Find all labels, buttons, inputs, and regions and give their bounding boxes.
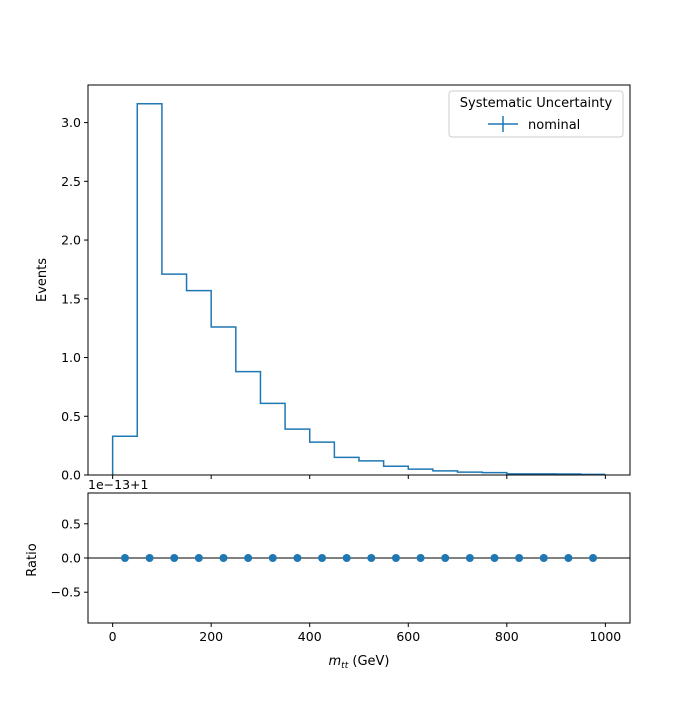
main-x-ticks [112,475,606,479]
ratio-point [318,554,327,562]
ratio-point [219,554,228,562]
ratio-offset-text: 1e−13+1 [88,477,148,492]
legend-title: Systematic Uncertainty [460,96,613,111]
histogram-bin [113,436,138,475]
histogram-bin [408,469,433,475]
main-plot-area [111,103,606,476]
ratio-point [416,554,425,562]
ratio-plot-area [88,554,630,562]
ratio-panel: 0.5 0.0 −0.5 0 200 400 600 800 1000 1e−13+1 Rat… [25,477,631,671]
ratio-x-ticks: 0 200 400 600 800 1000 [109,623,621,644]
ratio-axes-frame [87,492,631,624]
ratio-point [515,554,524,562]
ratio-point [589,554,598,562]
main-y-axis-label: Events [35,258,50,302]
main-y-tick-label: 1.5 [61,291,81,306]
histogram-bin [359,461,384,475]
legend: Systematic Uncertainty nominal [448,90,624,138]
x-tick-label: 1000 [589,629,621,644]
main-y-tick-label: 2.5 [61,174,81,189]
main-y-tick-label: 2.0 [61,233,81,248]
main-y-ticks: 0.0 0.5 1.0 1.5 2.0 2.5 3.0 [61,115,88,483]
histogram-bin [211,327,236,475]
x-tick-label: 800 [495,629,519,644]
ratio-point [465,554,474,562]
main-y-tick-label: 0.5 [61,409,81,424]
ratio-point [244,554,253,562]
x-tick-label: 0 [109,629,117,644]
ratio-point [342,554,351,562]
ratio-point [441,554,450,562]
legend-entry-nominal: nominal [528,118,580,133]
main-y-tick-label: 1.0 [61,350,81,365]
histogram-bin [334,457,359,475]
main-histogram-panel: 0.0 0.5 1.0 1.5 2.0 2.5 3.0 Events [35,84,631,483]
histogram-bin [187,291,212,475]
ratio-point [367,554,376,562]
main-axes-frame [87,84,631,476]
ratio-point [564,554,573,562]
histogram-bin [310,442,335,475]
histogram-bin [236,372,261,475]
ratio-point [539,554,548,562]
histogram-step-line-nominal [111,103,606,476]
ratio-point [268,554,277,562]
histogram-bin [433,471,458,475]
ratio-point [293,554,302,562]
ratio-point [170,554,179,562]
histogram-bin [384,466,409,475]
legend-box [448,90,624,138]
x-tick-label: 200 [199,629,223,644]
x-tick-label: 400 [298,629,322,644]
ratio-y-tick-label: −0.5 [51,585,81,600]
ratio-point [120,554,129,562]
main-y-tick-label: 0.0 [61,468,81,483]
histogram-bin [137,104,162,475]
histogram-bin [162,274,187,475]
histogram-bin [260,403,285,475]
main-y-tick-label: 3.0 [61,115,81,130]
ratio-y-axis-label: Ratio [25,543,40,576]
ratio-point [490,554,499,562]
ratio-y-ticks: 0.5 0.0 −0.5 [51,516,88,600]
ratio-point [194,554,203,562]
ratio-point [145,554,154,562]
histogram-bin [285,429,310,475]
x-axis-label: mtt (GeV) [329,654,390,671]
ratio-y-tick-label: 0.0 [61,551,81,566]
x-tick-label: 600 [396,629,420,644]
ratio-point [391,554,400,562]
ratio-y-tick-label: 0.5 [61,516,81,531]
